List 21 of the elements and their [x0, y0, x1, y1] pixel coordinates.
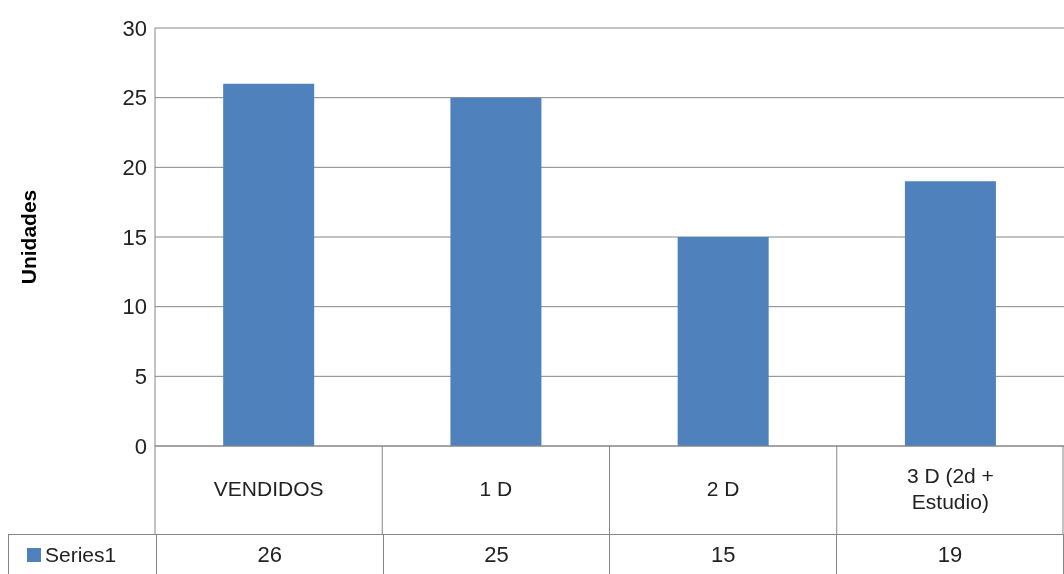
x-tick-label: VENDIDOS [213, 476, 324, 500]
y-axis-title: Unidades [16, 189, 40, 285]
x-tick-label: 2 D [706, 476, 740, 500]
data-label: 26 [155, 535, 383, 574]
y-tick-label: 15 [122, 224, 147, 250]
y-tick-label: 20 [122, 155, 147, 181]
bar [450, 97, 542, 446]
y-tick-label: 30 [122, 15, 147, 41]
data-label: 25 [382, 535, 610, 574]
bar [677, 237, 769, 446]
bar [904, 181, 996, 446]
y-tick-label: 0 [134, 433, 147, 459]
data-label: 19 [836, 535, 1063, 574]
y-tick-label: 10 [122, 294, 147, 320]
y-tick-label: 5 [134, 364, 147, 390]
x-tick-label: 3 D (2d + Estudio) [906, 463, 994, 513]
y-tick-label: 25 [122, 85, 147, 111]
x-tick-label: 1 D [479, 476, 513, 500]
data-label: 15 [609, 535, 837, 574]
legend-label: Series1 [44, 541, 118, 568]
bar [223, 83, 315, 446]
